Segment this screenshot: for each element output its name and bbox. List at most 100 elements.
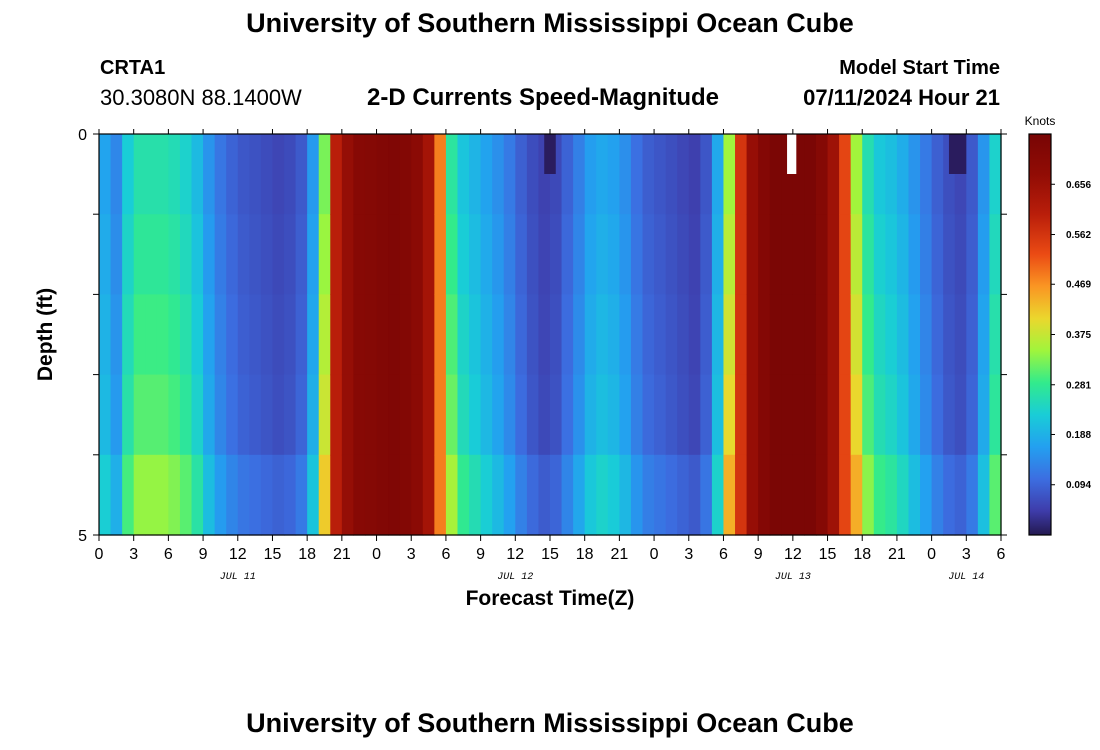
heatmap-cell xyxy=(769,454,782,536)
heatmap-cell xyxy=(272,214,285,295)
date-label: JUL 14 xyxy=(948,572,984,583)
heatmap-cell xyxy=(156,134,169,215)
heatmap-cell xyxy=(839,374,852,456)
heatmap-cell xyxy=(492,294,505,376)
y-tick-label: 5 xyxy=(78,528,87,545)
heatmap-cell xyxy=(353,374,366,456)
heatmap-cell xyxy=(445,374,459,456)
heatmap-cell xyxy=(133,454,146,536)
x-tick-label: 0 xyxy=(927,546,936,563)
heatmap-cell xyxy=(573,214,586,295)
heatmap-cell xyxy=(376,214,389,295)
heatmap-cell xyxy=(260,374,274,456)
heatmap-cell xyxy=(827,294,840,376)
heatmap-cell xyxy=(492,134,505,215)
heatmap-cell xyxy=(526,374,540,456)
heatmap-cell xyxy=(584,294,597,376)
heatmap-cell xyxy=(607,134,620,215)
heatmap-cell xyxy=(561,374,574,456)
heatmap-cell xyxy=(168,454,181,536)
heatmap-cell xyxy=(457,294,470,376)
heatmap-cell xyxy=(885,374,898,456)
heatmap-cell xyxy=(515,134,528,215)
heatmap-cell xyxy=(422,214,435,295)
x-tick-label: 12 xyxy=(784,546,802,563)
heatmap-cell xyxy=(885,294,898,376)
heatmap-cell xyxy=(469,454,482,536)
heatmap-cell xyxy=(353,134,366,215)
heatmap-cell xyxy=(411,134,424,215)
colorbar-tick-label: 0.188 xyxy=(1066,430,1091,441)
colorbar-tick-label: 0.375 xyxy=(1066,330,1091,341)
heatmap-cell xyxy=(700,294,713,376)
model-start-label: Model Start Time xyxy=(839,57,1000,79)
heatmap-cell xyxy=(596,214,609,295)
heatmap-cell xyxy=(920,374,933,456)
heatmap-cell xyxy=(203,294,216,376)
heatmap-cell xyxy=(353,294,366,376)
heatmap-cell xyxy=(561,214,574,295)
heatmap-cell xyxy=(711,374,725,456)
heatmap-cell xyxy=(284,134,297,215)
heatmap-cell xyxy=(966,134,979,215)
heatmap-cell xyxy=(422,134,435,215)
heatmap-cell xyxy=(179,214,193,295)
heatmap-cell xyxy=(804,134,817,215)
heatmap-cell xyxy=(503,294,516,376)
heatmap-cell xyxy=(746,454,759,536)
heatmap-cell xyxy=(815,214,829,295)
heatmap-cell xyxy=(156,374,169,456)
heatmap-cell xyxy=(700,374,713,456)
heatmap-cell xyxy=(550,214,563,295)
heatmap-cell xyxy=(503,454,516,536)
heatmap-cell xyxy=(850,134,863,215)
heatmap-cell xyxy=(920,454,933,536)
heatmap-cell xyxy=(920,134,933,215)
heatmap-cell xyxy=(920,294,933,376)
heatmap-cell xyxy=(515,374,528,456)
heatmap-cell xyxy=(908,454,921,536)
heatmap-cell xyxy=(700,134,713,215)
heatmap-cell xyxy=(966,454,979,536)
heatmap-cell xyxy=(203,374,216,456)
colorbar-tick-label: 0.094 xyxy=(1066,480,1091,491)
heatmap-cell xyxy=(214,214,227,295)
heatmap-cell xyxy=(769,374,782,456)
heatmap-cell xyxy=(191,214,204,295)
heatmap-cell xyxy=(445,134,459,215)
heatmap-cell xyxy=(318,214,331,295)
heatmap-cell xyxy=(284,294,297,376)
heatmap-cell xyxy=(908,134,921,215)
heatmap-cell xyxy=(237,294,250,376)
heatmap-cell xyxy=(457,374,470,456)
heatmap-cell xyxy=(122,374,135,456)
heatmap-cell xyxy=(677,214,690,295)
heatmap-cell xyxy=(191,294,204,376)
heatmap-cell xyxy=(318,374,331,456)
heatmap-cell xyxy=(550,454,563,536)
heatmap-cell xyxy=(931,294,944,376)
heatmap-cell xyxy=(642,134,655,215)
heatmap-cell xyxy=(260,214,274,295)
date-label: JUL 12 xyxy=(497,572,533,583)
heatmap-cell xyxy=(411,454,424,536)
heatmap-cell xyxy=(226,134,239,215)
heatmap-cell xyxy=(688,374,701,456)
heatmap-cell xyxy=(388,374,401,456)
heatmap-cell xyxy=(839,214,852,295)
heatmap-cell xyxy=(989,294,1002,376)
heatmap-cell xyxy=(607,214,620,295)
heatmap-cell xyxy=(920,214,933,295)
heatmap-cell xyxy=(364,374,378,456)
heatmap-cell xyxy=(815,454,829,536)
x-tick-label: 3 xyxy=(407,546,416,563)
heatmap-cell xyxy=(110,454,123,536)
heatmap-cell xyxy=(815,294,829,376)
heatmap-cell xyxy=(526,134,540,215)
heatmap-cell xyxy=(873,374,886,456)
heatmap-cell xyxy=(619,134,632,215)
heatmap-cell xyxy=(654,214,667,295)
x-tick-label: 15 xyxy=(541,546,559,563)
heatmap-cell xyxy=(654,454,667,536)
heatmap-cell xyxy=(318,454,331,536)
